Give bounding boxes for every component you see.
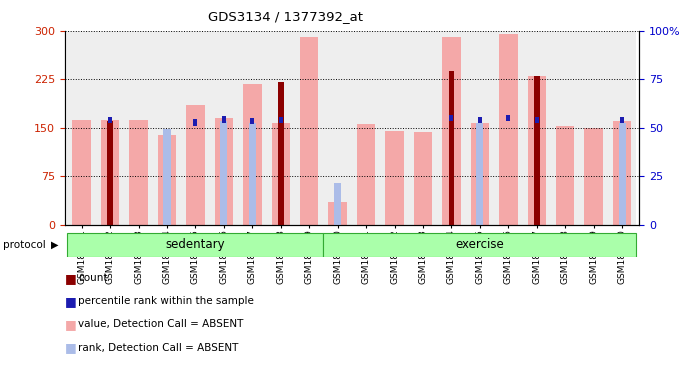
Bar: [271, 123, 290, 225]
Bar: [108, 117, 112, 123]
Bar: [471, 122, 489, 225]
Bar: [437, 31, 466, 225]
Bar: [352, 232, 380, 257]
Text: ■: ■: [65, 318, 76, 331]
Text: GDS3134 / 1377392_at: GDS3134 / 1377392_at: [208, 10, 363, 23]
Bar: [328, 202, 347, 225]
Bar: [182, 31, 209, 225]
Bar: [209, 31, 238, 225]
Bar: [413, 132, 432, 225]
Bar: [267, 232, 295, 257]
Text: count: count: [78, 273, 107, 283]
Bar: [466, 31, 494, 225]
Bar: [584, 128, 603, 225]
Bar: [534, 117, 539, 123]
Bar: [249, 122, 256, 225]
Text: exercise: exercise: [456, 238, 505, 251]
Bar: [494, 31, 522, 225]
FancyBboxPatch shape: [324, 233, 636, 257]
Bar: [380, 232, 409, 257]
Bar: [163, 129, 171, 225]
Bar: [124, 232, 153, 257]
Bar: [620, 117, 624, 123]
Bar: [158, 136, 176, 225]
Bar: [534, 76, 539, 225]
Bar: [96, 232, 124, 257]
Bar: [267, 31, 295, 225]
Bar: [478, 117, 482, 123]
Bar: [409, 31, 437, 225]
Bar: [209, 232, 238, 257]
Bar: [279, 117, 283, 123]
Bar: [477, 122, 483, 225]
Text: ■: ■: [65, 272, 76, 285]
Bar: [222, 116, 226, 122]
Bar: [608, 232, 636, 257]
Bar: [67, 232, 96, 257]
Bar: [522, 232, 551, 257]
Bar: [437, 232, 466, 257]
Bar: [608, 31, 636, 225]
Bar: [324, 31, 352, 225]
Bar: [409, 232, 437, 257]
Bar: [522, 31, 551, 225]
Bar: [556, 126, 575, 225]
Bar: [386, 131, 404, 225]
Bar: [220, 121, 227, 225]
Bar: [107, 121, 113, 225]
Bar: [238, 31, 267, 225]
Bar: [101, 120, 120, 225]
Bar: [153, 31, 182, 225]
Bar: [278, 83, 284, 225]
Bar: [334, 183, 341, 225]
Bar: [380, 31, 409, 225]
Bar: [528, 76, 546, 225]
Bar: [613, 121, 631, 225]
Bar: [186, 105, 205, 225]
Bar: [494, 232, 522, 257]
Bar: [243, 84, 262, 225]
Bar: [551, 31, 579, 225]
Bar: [238, 232, 267, 257]
Bar: [449, 71, 454, 225]
Text: ■: ■: [65, 295, 76, 308]
Bar: [300, 37, 318, 225]
Bar: [579, 31, 608, 225]
Bar: [579, 232, 608, 257]
Bar: [499, 34, 517, 225]
Bar: [129, 120, 148, 225]
Text: percentile rank within the sample: percentile rank within the sample: [78, 296, 254, 306]
Bar: [182, 232, 209, 257]
Bar: [73, 120, 91, 225]
Bar: [352, 31, 380, 225]
Bar: [449, 115, 454, 121]
Bar: [507, 115, 511, 121]
Bar: [250, 118, 254, 124]
Bar: [551, 232, 579, 257]
Bar: [442, 37, 461, 225]
Bar: [215, 118, 233, 225]
Bar: [357, 124, 375, 225]
Bar: [67, 31, 96, 225]
Bar: [295, 232, 324, 257]
Bar: [295, 31, 324, 225]
Bar: [193, 119, 197, 126]
Bar: [324, 232, 352, 257]
Text: value, Detection Call = ABSENT: value, Detection Call = ABSENT: [78, 319, 243, 329]
Text: ■: ■: [65, 341, 76, 354]
Bar: [96, 31, 124, 225]
Text: ▶: ▶: [50, 240, 58, 250]
Bar: [619, 123, 626, 225]
FancyBboxPatch shape: [67, 233, 324, 257]
Text: protocol: protocol: [3, 240, 46, 250]
Text: rank, Detection Call = ABSENT: rank, Detection Call = ABSENT: [78, 343, 239, 353]
Text: sedentary: sedentary: [166, 238, 225, 251]
Bar: [466, 232, 494, 257]
Bar: [124, 31, 153, 225]
Bar: [153, 232, 182, 257]
